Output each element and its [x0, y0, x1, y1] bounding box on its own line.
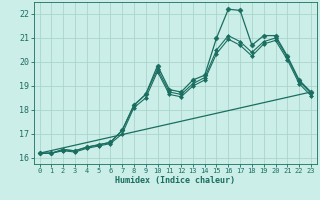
X-axis label: Humidex (Indice chaleur): Humidex (Indice chaleur) [115, 176, 235, 185]
